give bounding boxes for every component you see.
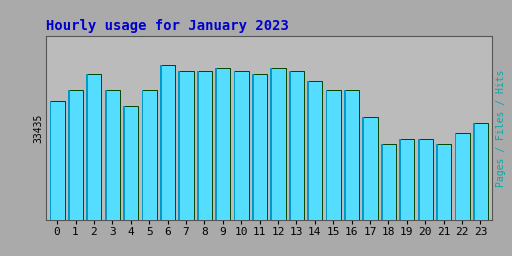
- Bar: [50, 101, 51, 220]
- Bar: [142, 90, 157, 220]
- Bar: [362, 117, 377, 220]
- Bar: [289, 71, 291, 220]
- Bar: [473, 123, 475, 220]
- Bar: [344, 90, 359, 220]
- Bar: [123, 106, 138, 220]
- Bar: [233, 71, 249, 220]
- Bar: [381, 144, 382, 220]
- Bar: [105, 90, 106, 220]
- Bar: [418, 139, 433, 220]
- Bar: [455, 133, 456, 220]
- Bar: [215, 68, 217, 220]
- Bar: [326, 90, 341, 220]
- Bar: [197, 71, 199, 220]
- Bar: [418, 139, 419, 220]
- Bar: [307, 81, 309, 220]
- Bar: [399, 139, 401, 220]
- Bar: [68, 90, 83, 220]
- Bar: [307, 81, 323, 220]
- Bar: [87, 74, 88, 220]
- Bar: [252, 74, 267, 220]
- Bar: [87, 74, 101, 220]
- Bar: [178, 71, 194, 220]
- Bar: [160, 65, 175, 220]
- Bar: [362, 117, 365, 220]
- Bar: [68, 90, 70, 220]
- Bar: [252, 74, 254, 220]
- Bar: [344, 90, 346, 220]
- Text: Hourly usage for January 2023: Hourly usage for January 2023: [46, 19, 289, 33]
- Bar: [455, 133, 470, 220]
- Bar: [233, 71, 236, 220]
- Bar: [473, 123, 488, 220]
- Bar: [270, 68, 272, 220]
- Bar: [326, 90, 328, 220]
- Bar: [381, 144, 396, 220]
- Bar: [436, 144, 438, 220]
- Bar: [215, 68, 230, 220]
- Bar: [289, 71, 304, 220]
- Y-axis label: Pages / Files / Hits: Pages / Files / Hits: [496, 69, 506, 187]
- Bar: [270, 68, 286, 220]
- Bar: [178, 71, 180, 220]
- Bar: [50, 101, 65, 220]
- Bar: [436, 144, 451, 220]
- Y-axis label: 33435: 33435: [33, 113, 44, 143]
- Bar: [142, 90, 143, 220]
- Bar: [399, 139, 414, 220]
- Bar: [105, 90, 120, 220]
- Bar: [197, 71, 212, 220]
- Bar: [123, 106, 125, 220]
- Bar: [160, 65, 162, 220]
